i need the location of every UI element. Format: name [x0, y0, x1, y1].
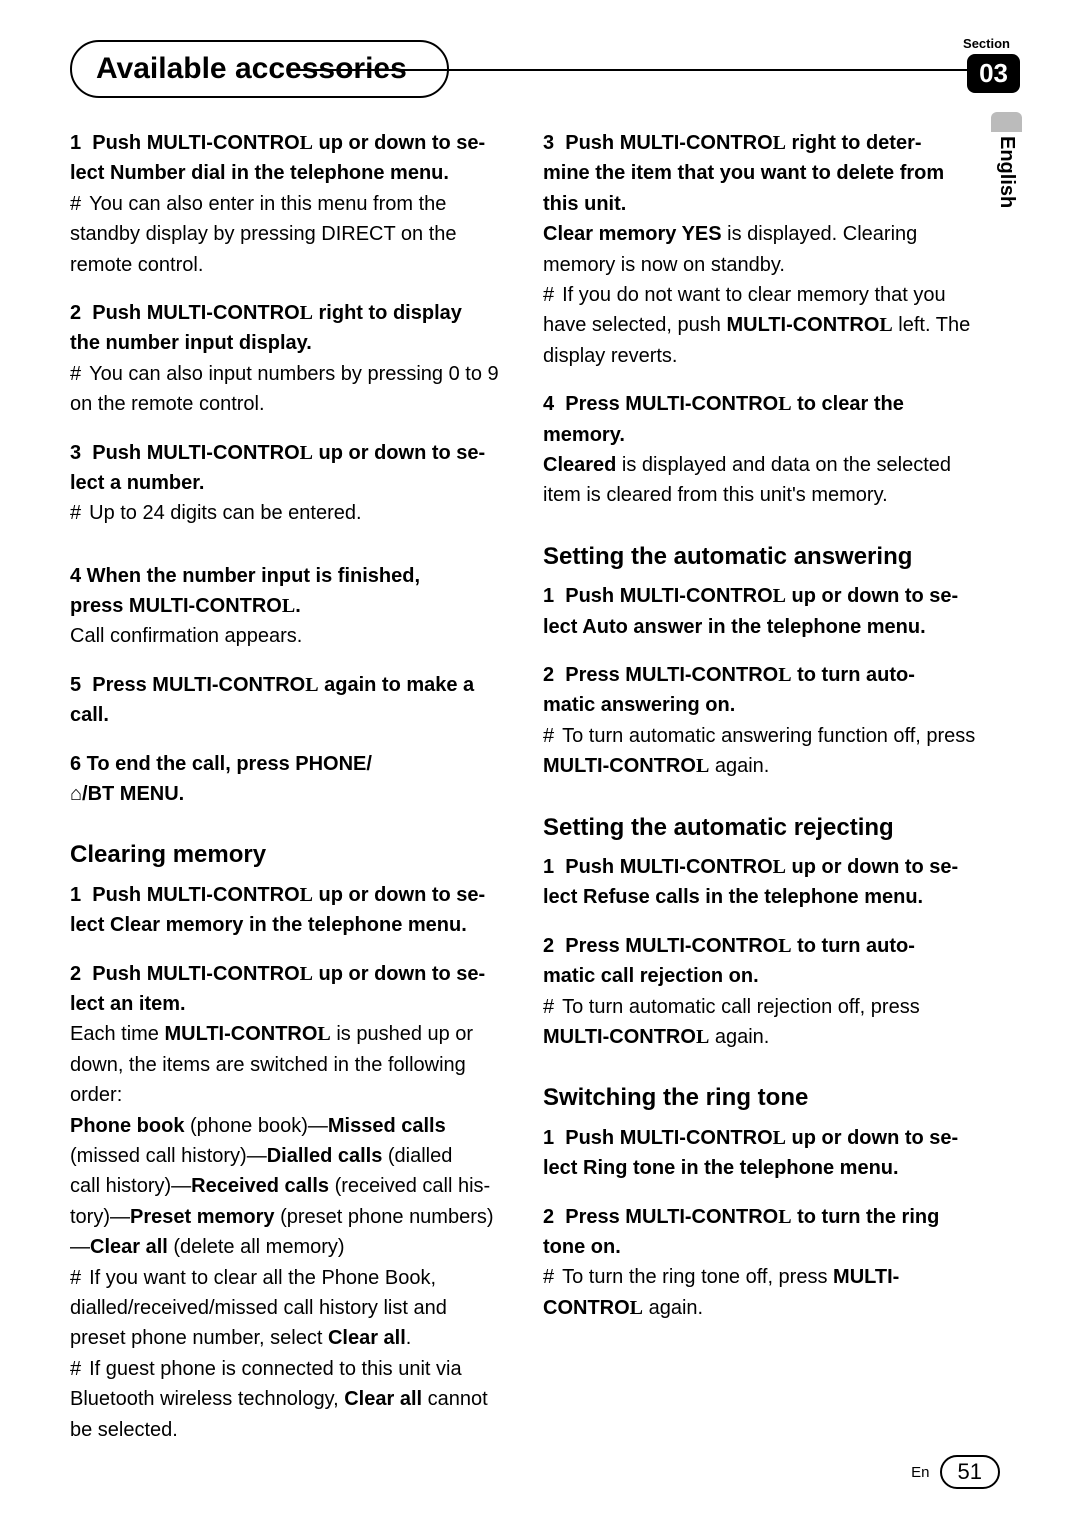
- r-step4-line1: 4 Press MULTI-CONTROL to clear the: [543, 389, 980, 419]
- c-list-l3: call history)—Received calls (received c…: [70, 1171, 507, 1201]
- c-step2-body: Each time MULTI-CONTROL is pushed up or …: [70, 1019, 507, 1110]
- c-step1-line2: lect Clear memory in the telephone menu.: [70, 910, 507, 940]
- r-step3-line1: 3 Push MULTI-CONTROL right to deter-: [543, 128, 980, 158]
- ar-step1-line2: lect Refuse calls in the telephone menu.: [543, 882, 980, 912]
- step-1-line1: 1 Push MULTI-CONTROL up or down to se-: [70, 128, 507, 158]
- ar-note: #To turn automatic call rejection off, p…: [543, 992, 980, 1053]
- note-2a: #You can also input numbers by pressing …: [70, 359, 507, 420]
- clearing-memory-heading: Clearing memory: [70, 837, 507, 873]
- c-step1-line1: 1 Push MULTI-CONTROL up or down to se-: [70, 880, 507, 910]
- c-note2: #If guest phone is connected to this uni…: [70, 1354, 507, 1445]
- auto-answer-heading: Setting the automatic answering: [543, 539, 980, 575]
- c-list-l2: (missed call history)—Dialled calls (dia…: [70, 1141, 507, 1171]
- r-step4-line2: memory.: [543, 420, 980, 450]
- aa-step1-line1: 1 Push MULTI-CONTROL up or down to se-: [543, 581, 980, 611]
- step-4-line2: press MULTI-CONTROL.: [70, 591, 507, 621]
- step-5-line2: call.: [70, 700, 507, 730]
- note-1a: #You can also enter in this menu from th…: [70, 189, 507, 280]
- right-column: 3 Push MULTI-CONTROL right to deter- min…: [543, 128, 1010, 1445]
- step-2-line2: the number input display.: [70, 328, 507, 358]
- hangup-icon: ⌂: [70, 783, 82, 805]
- aa-step2-line2: matic answering on.: [543, 690, 980, 720]
- r-step4-body: Cleared is displayed and data on the sel…: [543, 450, 980, 511]
- step-4-body: Call confirmation appears.: [70, 621, 507, 651]
- footer-lang: En: [911, 1464, 929, 1481]
- ar-step2-line1: 2 Press MULTI-CONTROL to turn auto-: [543, 931, 980, 961]
- title-bubble: Available accessories: [70, 40, 449, 98]
- page-footer: En 51: [911, 1455, 1000, 1489]
- step-5-line1: 5 Press MULTI-CONTROL again to make a: [70, 670, 507, 700]
- step-2-line1: 2 Push MULTI-CONTROL right to display: [70, 298, 507, 328]
- rt-step2-line2: tone on.: [543, 1232, 980, 1262]
- ar-step1-line1: 1 Push MULTI-CONTROL up or down to se-: [543, 852, 980, 882]
- c-step2-line1: 2 Push MULTI-CONTROL up or down to se-: [70, 959, 507, 989]
- aa-step1-line2: lect Auto answer in the telephone menu.: [543, 612, 980, 642]
- c-list-l4: tory)—Preset memory (preset phone number…: [70, 1202, 507, 1232]
- page-body: Available accessories 1 Push MULTI-CONTR…: [0, 0, 1080, 1529]
- header-row: Available accessories: [70, 40, 1010, 98]
- rt-step1-line1: 1 Push MULTI-CONTROL up or down to se-: [543, 1123, 980, 1153]
- footer-page-number: 51: [940, 1455, 1000, 1489]
- step-3-line1: 3 Push MULTI-CONTROL up or down to se-: [70, 438, 507, 468]
- r-step3-body: Clear memory YES is displayed. Clearing …: [543, 219, 980, 280]
- step-1-line2: lect Number dial in the telephone menu.: [70, 158, 507, 188]
- r-step3-line3: this unit.: [543, 189, 980, 219]
- rt-note: #To turn the ring tone off, press MULTI-…: [543, 1262, 980, 1323]
- c-list-l5: —Clear all (delete all memory): [70, 1232, 507, 1262]
- ar-step2-line2: matic call rejection on.: [543, 961, 980, 991]
- c-note1: #If you want to clear all the Phone Book…: [70, 1263, 507, 1354]
- auto-reject-heading: Setting the automatic rejecting: [543, 810, 980, 846]
- left-column: 1 Push MULTI-CONTROL up or down to se- l…: [70, 128, 507, 1445]
- step-6-line2: ⌂/BT MENU.: [70, 779, 507, 809]
- step-4-line1: 4 When the number input is finished,: [70, 561, 507, 591]
- r-step3-line2: mine the item that you want to delete fr…: [543, 158, 980, 188]
- step-3-line2: lect a number.: [70, 468, 507, 498]
- ring-tone-heading: Switching the ring tone: [543, 1080, 980, 1116]
- c-list-l1: Phone book (phone book)—Missed calls: [70, 1111, 507, 1141]
- r-note1: #If you do not want to clear memory that…: [543, 280, 980, 371]
- aa-note: #To turn automatic answering function of…: [543, 721, 980, 782]
- step-6-line1: 6 To end the call, press PHONE/: [70, 749, 507, 779]
- note-3: #Up to 24 digits can be entered.: [70, 498, 507, 528]
- c-step2-line2: lect an item.: [70, 989, 507, 1019]
- page-title: Available accessories: [96, 52, 407, 86]
- rt-step2-line1: 2 Press MULTI-CONTROL to turn the ring: [543, 1202, 980, 1232]
- aa-step2-line1: 2 Press MULTI-CONTROL to turn auto-: [543, 660, 980, 690]
- rt-step1-line2: lect Ring tone in the telephone menu.: [543, 1153, 980, 1183]
